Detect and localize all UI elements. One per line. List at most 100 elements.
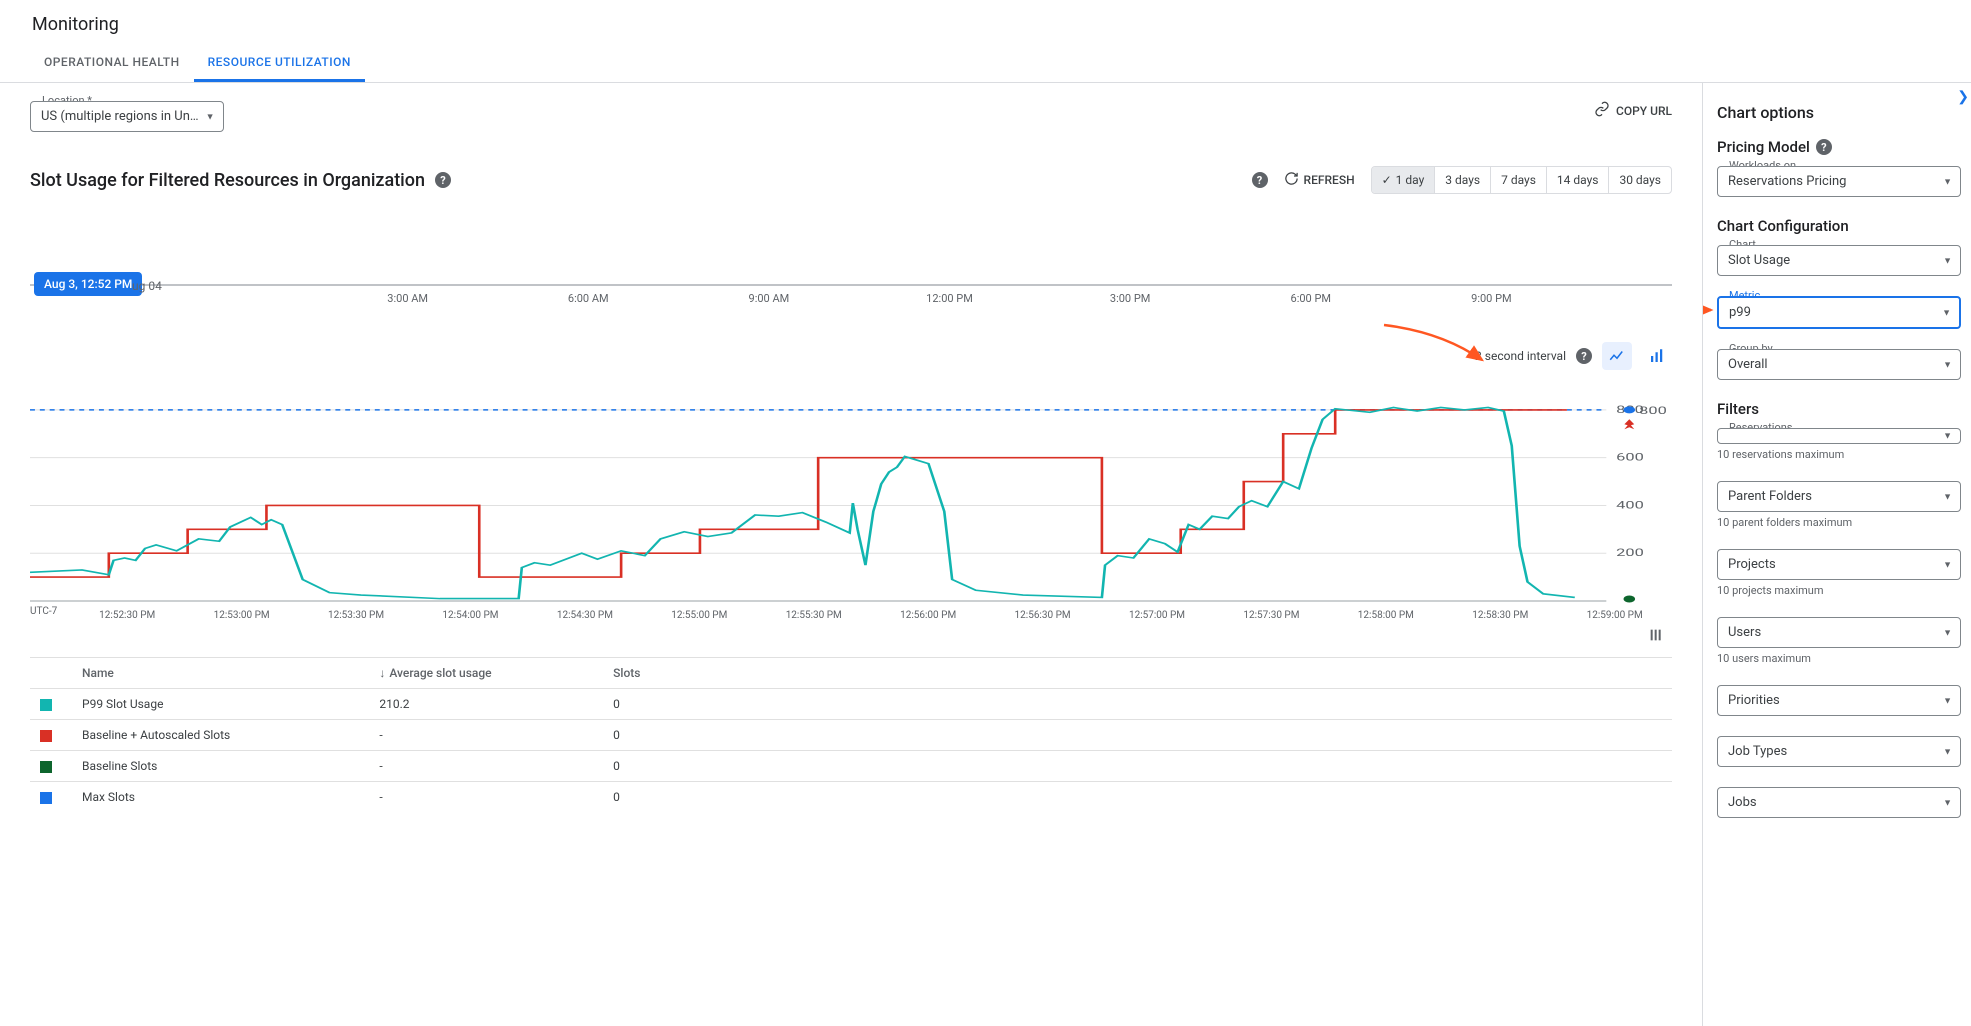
copy-url-button[interactable]: COPY URL (1594, 101, 1672, 120)
table-row[interactable]: Baseline Slots - 0 (30, 751, 1672, 782)
projects-hint: 10 projects maximum (1717, 584, 1961, 597)
timestamp-pill: Aug 3, 12:52 PM (34, 272, 142, 296)
range-7days[interactable]: 7 days (1490, 167, 1546, 193)
legend-table: Name ↓Average slot usage Slots P99 Slot … (30, 657, 1672, 812)
timeline-scrubber[interactable]: Aug 3, 12:52 PM ug 04 3:00 AM6:00 AM9:00… (30, 284, 1672, 312)
tabs: OPERATIONAL HEALTH RESOURCE UTILIZATION (0, 45, 1971, 83)
range-14days[interactable]: 14 days (1546, 167, 1609, 193)
timeline-tick: 12:00 PM (926, 292, 973, 305)
x-tick: 12:55:00 PM (642, 610, 756, 621)
col-avg[interactable]: ↓Average slot usage (369, 658, 603, 689)
col-slots[interactable]: Slots (603, 658, 687, 689)
location-dropdown[interactable]: US (multiple regions in Un… (30, 101, 224, 132)
parent-folders-dropdown[interactable]: Parent Folders (1717, 481, 1961, 512)
svg-text:600: 600 (1616, 452, 1644, 464)
timeline-tick: 9:00 AM (749, 292, 790, 305)
users-dropdown[interactable]: Users (1717, 617, 1961, 648)
svg-text:800: 800 (1639, 405, 1667, 417)
timeline-tick: 9:00 PM (1471, 292, 1511, 305)
table-row[interactable]: Baseline + Autoscaled Slots - 0 (30, 720, 1672, 751)
legend-color-swatch (40, 699, 52, 711)
slot-usage-chart[interactable]: 200400600800800 (30, 376, 1672, 606)
x-tick: 12:52:30 PM (70, 610, 184, 621)
svg-text:200: 200 (1616, 547, 1644, 559)
bar-chart-toggle[interactable] (1642, 342, 1672, 370)
legend-avg: - (369, 751, 603, 782)
legend-name: P99 Slot Usage (72, 689, 369, 720)
refresh-button[interactable]: REFRESH (1278, 167, 1361, 193)
job-types-dropdown[interactable]: Job Types (1717, 736, 1961, 767)
pricing-model-heading: Pricing Model (1717, 138, 1810, 156)
priorities-dropdown[interactable]: Priorities (1717, 685, 1961, 716)
legend-color-swatch (40, 761, 52, 773)
x-tick: 12:59:00 PM (1557, 610, 1671, 621)
timeline-tick: 6:00 AM (568, 292, 609, 305)
legend-slots: 0 (603, 782, 687, 813)
refresh-label: REFRESH (1304, 173, 1355, 187)
reservations-dropdown[interactable] (1717, 428, 1961, 444)
interval-text: 2 second interval (1475, 349, 1566, 363)
legend-slots: 0 (603, 720, 687, 751)
x-tick: 12:56:30 PM (985, 610, 1099, 621)
pricing-help-icon[interactable]: ? (1816, 139, 1832, 155)
svg-text:400: 400 (1616, 500, 1644, 512)
column-toggle-icon[interactable] (30, 627, 1672, 647)
tab-resource-utilization[interactable]: RESOURCE UTILIZATION (194, 45, 365, 82)
chart-dropdown[interactable]: Slot Usage (1717, 245, 1961, 276)
x-tick: 12:53:00 PM (184, 610, 298, 621)
x-tick: 12:58:00 PM (1329, 610, 1443, 621)
x-tick: 12:56:00 PM (871, 610, 985, 621)
legend-color-swatch (40, 730, 52, 742)
x-tick: 12:54:30 PM (528, 610, 642, 621)
jobs-dropdown[interactable]: Jobs (1717, 787, 1961, 818)
legend-avg: - (369, 782, 603, 813)
parent-folders-hint: 10 parent folders maximum (1717, 516, 1961, 529)
interval-help-icon[interactable]: ? (1576, 348, 1592, 364)
chart-help-icon[interactable]: ? (1252, 172, 1268, 188)
line-chart-toggle[interactable] (1602, 342, 1632, 370)
x-tick: 12:53:30 PM (299, 610, 413, 621)
metric-dropdown[interactable]: p99 (1717, 296, 1961, 329)
projects-dropdown[interactable]: Projects (1717, 549, 1961, 580)
x-axis-tz: UTC-7 (30, 606, 70, 621)
range-3days[interactable]: 3 days (1434, 167, 1490, 193)
tab-operational-health[interactable]: OPERATIONAL HEALTH (30, 45, 194, 82)
timeline-tick: 3:00 AM (387, 292, 428, 305)
time-range-group: ✓1 day3 days7 days14 days30 days (1371, 166, 1672, 194)
x-tick: 12:57:30 PM (1214, 610, 1328, 621)
col-name[interactable]: Name (72, 658, 369, 689)
help-icon[interactable]: ? (435, 172, 451, 188)
table-row[interactable]: Max Slots - 0 (30, 782, 1672, 813)
range-30days[interactable]: 30 days (1608, 167, 1671, 193)
groupby-dropdown[interactable]: Overall (1717, 349, 1961, 380)
legend-name: Baseline Slots (72, 751, 369, 782)
timeline-tick: 3:00 PM (1110, 292, 1150, 305)
copy-url-label: COPY URL (1616, 104, 1672, 118)
legend-name: Baseline + Autoscaled Slots (72, 720, 369, 751)
timeline-tick: 6:00 PM (1291, 292, 1331, 305)
chart-options-heading: Chart options (1717, 103, 1961, 122)
link-icon (1594, 101, 1610, 120)
range-1day[interactable]: ✓1 day (1372, 167, 1435, 193)
chart-title: Slot Usage for Filtered Resources in Org… (30, 170, 425, 191)
x-tick: 12:57:00 PM (1100, 610, 1214, 621)
legend-avg: 210.2 (369, 689, 603, 720)
refresh-icon (1284, 171, 1299, 189)
pricing-dropdown[interactable]: Reservations Pricing (1717, 166, 1961, 197)
x-tick: 12:55:30 PM (757, 610, 871, 621)
legend-name: Max Slots (72, 782, 369, 813)
users-hint: 10 users maximum (1717, 652, 1961, 665)
x-axis: 12:52:30 PM12:53:00 PM12:53:30 PM12:54:0… (70, 610, 1672, 621)
table-row[interactable]: P99 Slot Usage 210.2 0 (30, 689, 1672, 720)
timestamp-aux: ug 04 (128, 274, 166, 298)
legend-slots: 0 (603, 689, 687, 720)
collapse-panel-icon[interactable]: ❯ (1957, 89, 1969, 105)
x-tick: 12:54:00 PM (413, 610, 527, 621)
legend-avg: - (369, 720, 603, 751)
chart-config-heading: Chart Configuration (1717, 217, 1961, 235)
reservations-hint: 10 reservations maximum (1717, 448, 1961, 461)
annotation-arrow-icon (1703, 302, 1715, 318)
filters-heading: Filters (1717, 400, 1961, 418)
page-title: Monitoring (0, 0, 1971, 45)
legend-slots: 0 (603, 751, 687, 782)
